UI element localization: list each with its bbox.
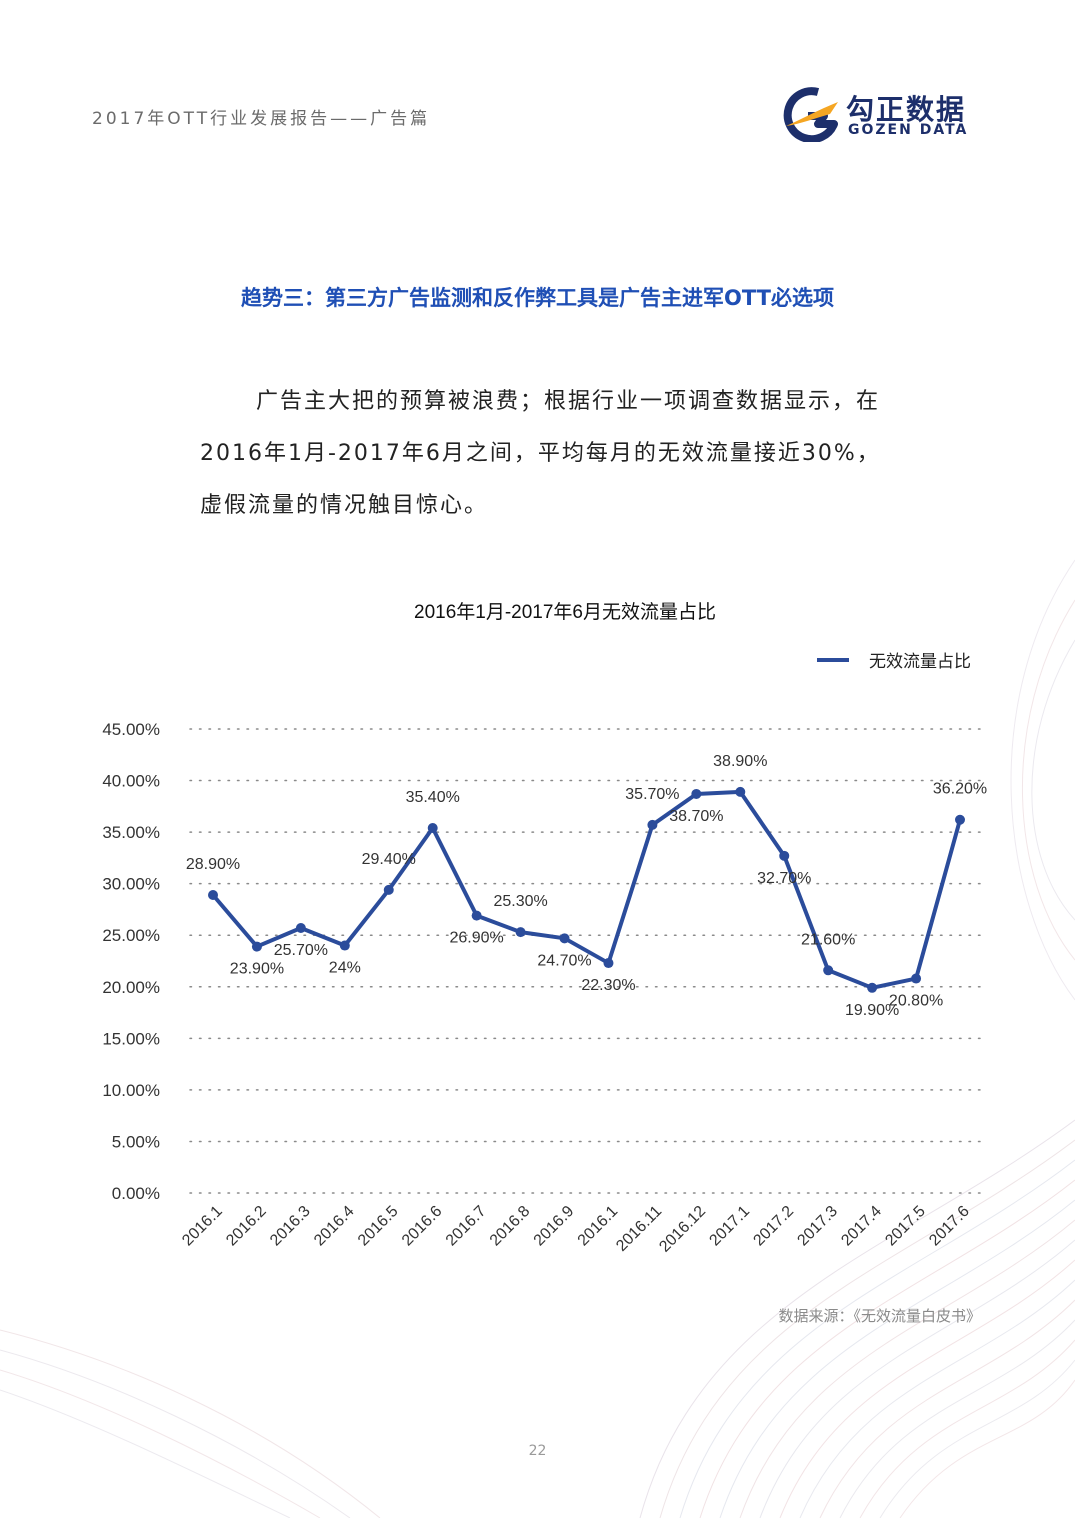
y-tick-label: 20.00%: [102, 978, 160, 997]
logo-chinese-name: 勾正数据: [846, 93, 967, 126]
data-point: [603, 958, 614, 969]
series-line: [211, 789, 962, 990]
x-tick-label: 2016.7: [443, 1203, 490, 1250]
x-tick-label: 2017.6: [926, 1203, 973, 1250]
legend-label: 无效流量占比: [869, 652, 971, 671]
data-point: [427, 822, 438, 833]
y-tick-label: 25.00%: [102, 926, 160, 945]
data-point: [295, 923, 306, 934]
x-tick-label: 2017.1: [706, 1203, 753, 1250]
data-label: 26.90%: [450, 930, 504, 947]
gozen-logo-icon: [783, 87, 838, 144]
data-point: [823, 965, 834, 976]
data-point: [867, 982, 878, 993]
data-label: 21.60%: [801, 931, 855, 948]
x-tick-label: 2016.5: [355, 1203, 402, 1250]
x-tick-label: 2017.4: [838, 1203, 885, 1250]
data-label: 38.90%: [713, 753, 767, 770]
data-label: 29.40%: [362, 851, 416, 868]
x-tick-label: 2016.4: [311, 1203, 358, 1250]
data-point: [515, 927, 526, 938]
data-point: [559, 933, 570, 944]
data-label: 19.90%: [845, 1002, 899, 1019]
data-point: [691, 788, 702, 799]
x-tick-label: 2016.11: [613, 1203, 665, 1255]
data-point: [779, 850, 790, 861]
x-tick-label: 2016.2: [223, 1203, 270, 1250]
data-label: 32.70%: [757, 870, 811, 887]
data-label: 22.30%: [581, 977, 635, 994]
data-source-note: 数据来源：《无效流量白皮书》: [778, 1307, 981, 1325]
chart-legend: 无效流量占比: [817, 652, 971, 671]
data-label: 25.70%: [274, 942, 328, 959]
report-header-title: 2017年OTT行业发展报告——广告篇: [92, 109, 431, 129]
body-paragraph: 广告主大把的预算被浪费；根据行业一项调查数据显示，在2016年1月-2017年6…: [200, 376, 890, 532]
data-point: [251, 941, 262, 952]
data-point: [911, 973, 922, 984]
x-tick-label: 2017.3: [794, 1203, 841, 1250]
section-heading: 趋势三：第三方广告监测和反作弊工具是广告主进军OTT必选项: [241, 286, 834, 310]
data-point: [471, 910, 482, 921]
data-point: [955, 814, 965, 825]
y-tick-label: 35.00%: [102, 823, 160, 842]
y-tick-label: 40.00%: [102, 772, 160, 791]
data-label: 24%: [329, 960, 361, 977]
x-tick-label: 2016.6: [399, 1203, 446, 1250]
data-label: 23.90%: [230, 961, 284, 978]
logo-english-name: GOZEN DATA: [848, 122, 969, 138]
x-tick-label: 2016.8: [487, 1203, 534, 1250]
data-label: 35.40%: [406, 789, 460, 806]
data-label: 35.70%: [625, 786, 679, 803]
data-point: [208, 890, 218, 901]
gozen-logo: 勾正数据 GOZEN DATA: [778, 86, 978, 144]
data-point: [735, 786, 746, 797]
data-label: 24.70%: [537, 952, 591, 969]
y-tick-label: 0.00%: [112, 1184, 160, 1203]
data-label: 36.20%: [933, 781, 987, 798]
data-label: 20.80%: [889, 993, 943, 1010]
x-tick-label: 2016.1: [179, 1203, 226, 1250]
line-chart: 2016年1月-2017年6月无效流量占比 无效流量占比 0.00% 5.00% 1…: [102, 601, 987, 1256]
data-label: 28.90%: [186, 856, 240, 873]
body-paragraph-text: 广告主大把的预算被浪费；根据行业一项调查数据显示，在2016年1月-2017年6…: [200, 389, 881, 518]
page-number: 22: [528, 1443, 547, 1459]
y-tick-label: 10.00%: [102, 1081, 160, 1100]
y-tick-label: 5.00%: [112, 1132, 160, 1151]
chart-title: 2016年1月-2017年6月无效流量占比: [414, 601, 716, 623]
data-label: 25.30%: [493, 893, 547, 910]
x-tick-label: 2016.12: [656, 1203, 709, 1256]
x-tick-label: 2016.3: [267, 1203, 314, 1250]
x-tick-label: 2016.9: [531, 1203, 578, 1250]
x-tick-label: 2017.2: [750, 1203, 797, 1250]
x-tick-label: 2017.5: [882, 1203, 929, 1250]
data-label: 38.70%: [669, 808, 723, 825]
y-tick-label: 30.00%: [102, 875, 160, 894]
data-point: [383, 884, 394, 895]
data-point: [339, 940, 350, 951]
y-tick-label: 45.00%: [102, 720, 160, 739]
y-tick-label: 15.00%: [102, 1029, 160, 1048]
data-point: [647, 819, 658, 830]
